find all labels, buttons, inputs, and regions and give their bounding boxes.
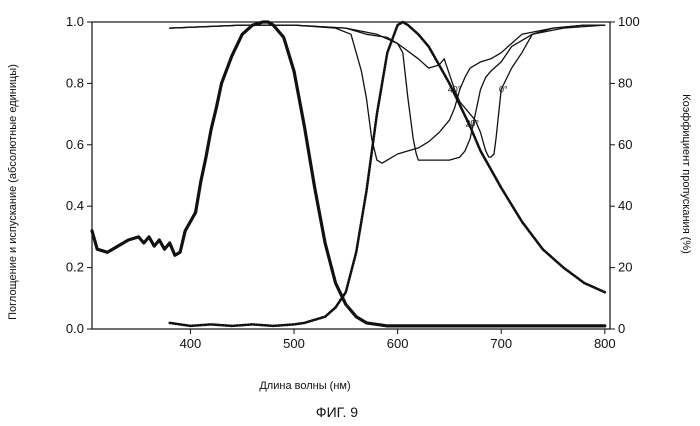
- series-line-emission: [170, 22, 605, 326]
- x-tick-label: 400: [180, 336, 202, 351]
- y-right-tick-label: 80: [618, 75, 632, 90]
- y-left-tick-label: 1.0: [66, 14, 84, 29]
- series-line-transmission-20: [170, 25, 605, 160]
- angle-annotation: 20°: [465, 118, 479, 128]
- x-tick-label: 500: [283, 336, 305, 351]
- x-tick-label: 600: [387, 336, 409, 351]
- y-left-tick-label: 0.6: [66, 137, 84, 152]
- angle-annotation: 40°: [448, 85, 462, 95]
- y-left-tick-label: 0.4: [66, 198, 84, 213]
- y-left-tick-label: 0.8: [66, 75, 84, 90]
- y-right-axis-title: Коэффициент пропускания (%): [680, 94, 692, 254]
- angle-annotation: 0°: [499, 85, 508, 95]
- y-left-axis-title: Поглощение и испускание (абсолютные един…: [7, 64, 19, 320]
- figure-caption: ФИГ. 9: [316, 404, 358, 420]
- y-right-tick-label: 20: [618, 260, 632, 275]
- y-left-tick-label: 0.0: [66, 321, 84, 336]
- plot-frame: [92, 22, 610, 329]
- series-line-transmission-0: [170, 25, 605, 157]
- x-tick-label: 700: [490, 336, 512, 351]
- y-left-tick-label: 0.2: [66, 260, 84, 275]
- y-right-tick-label: 0: [618, 321, 625, 336]
- x-axis-title: Длина волны (нм): [259, 380, 350, 392]
- chart-svg: 400 500 600 700 800 0.0 0.2 0.4 0.6 0.8 1.0 0 20 40 60…: [0, 0, 700, 426]
- y-right-tick-label: 60: [618, 137, 632, 152]
- y-right-tick-label: 100: [618, 14, 640, 29]
- y-right-tick-label: 40: [618, 198, 632, 213]
- x-tick-label: 800: [594, 336, 616, 351]
